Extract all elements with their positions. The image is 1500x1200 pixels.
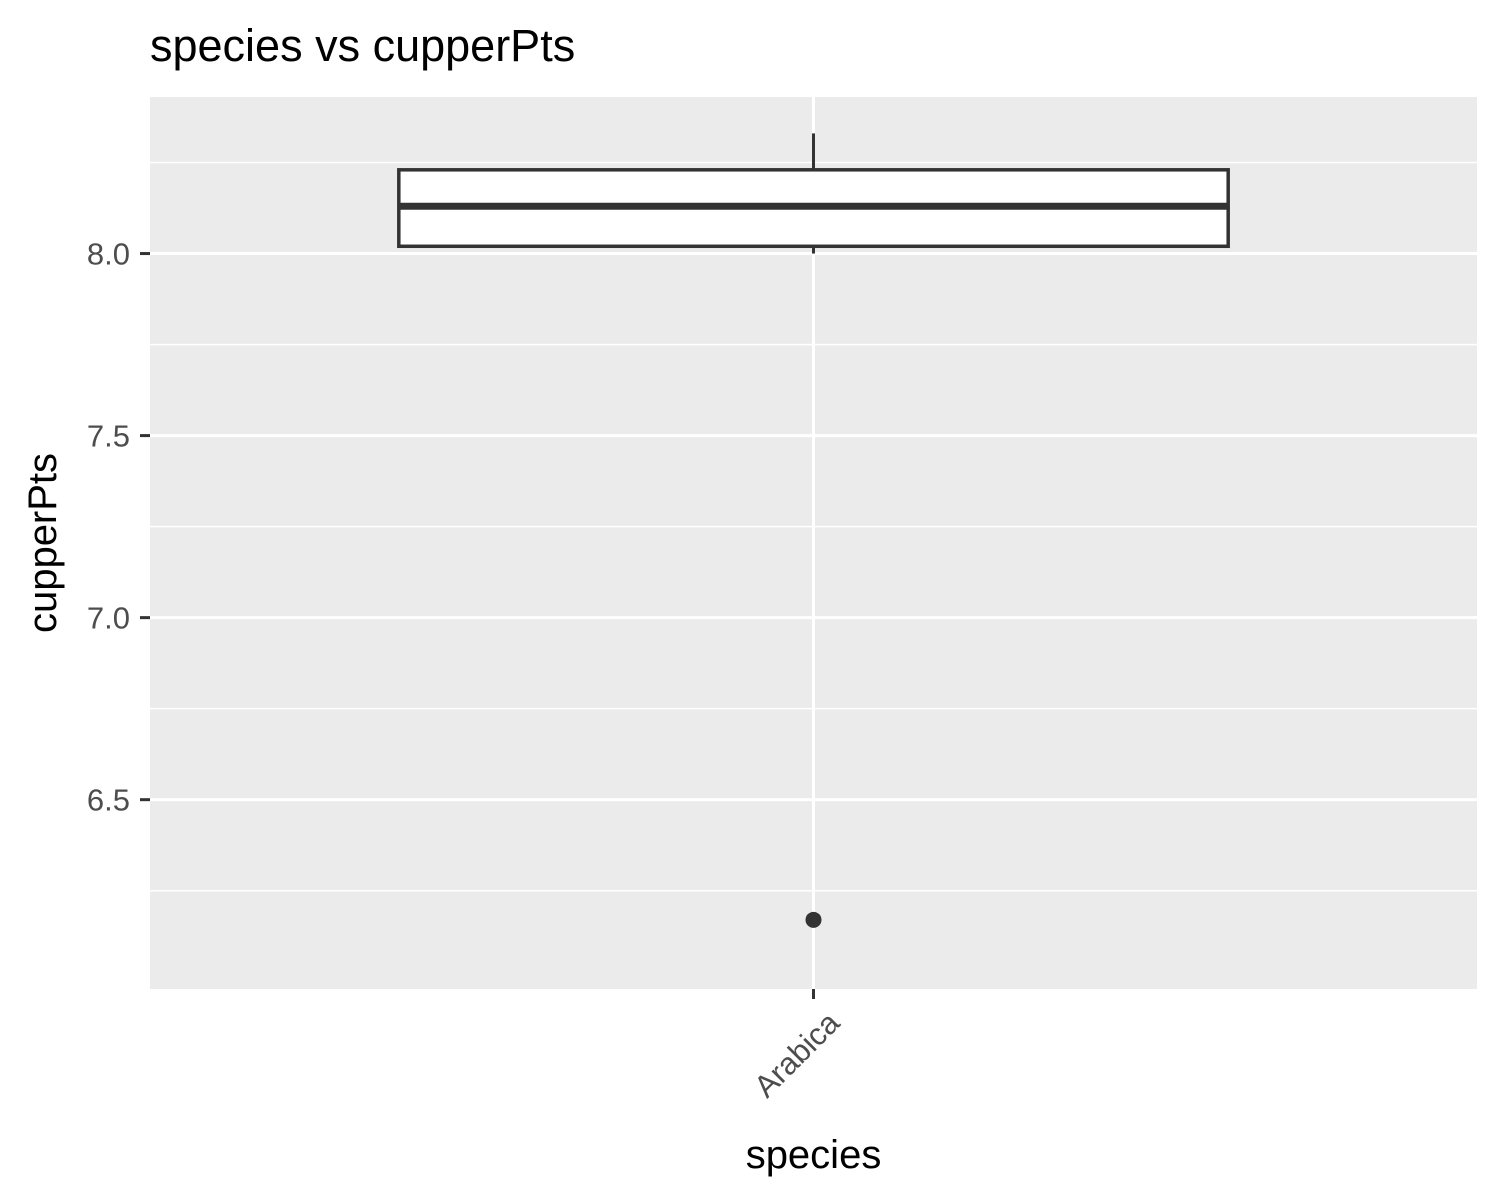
major-grid — [150, 97, 1477, 989]
chart-title: species vs cupperPts — [150, 20, 576, 71]
x-axis: Arabica — [747, 989, 847, 1104]
y-tick-label: 6.5 — [87, 783, 130, 818]
box-plot-marks — [397, 133, 1230, 928]
box-arabica — [397, 133, 1230, 928]
y-tick-label: 8.0 — [87, 237, 130, 272]
y-tick-label: 7.0 — [87, 601, 130, 636]
x-tick-label: Arabica — [747, 1005, 847, 1105]
outlier-point — [805, 911, 822, 928]
y-axis-title: cupperPts — [21, 453, 65, 633]
y-tick-label: 7.5 — [87, 419, 130, 454]
y-axis: 6.5 7.0 7.5 8.0 — [87, 237, 150, 818]
x-axis-title: species — [746, 1133, 882, 1177]
